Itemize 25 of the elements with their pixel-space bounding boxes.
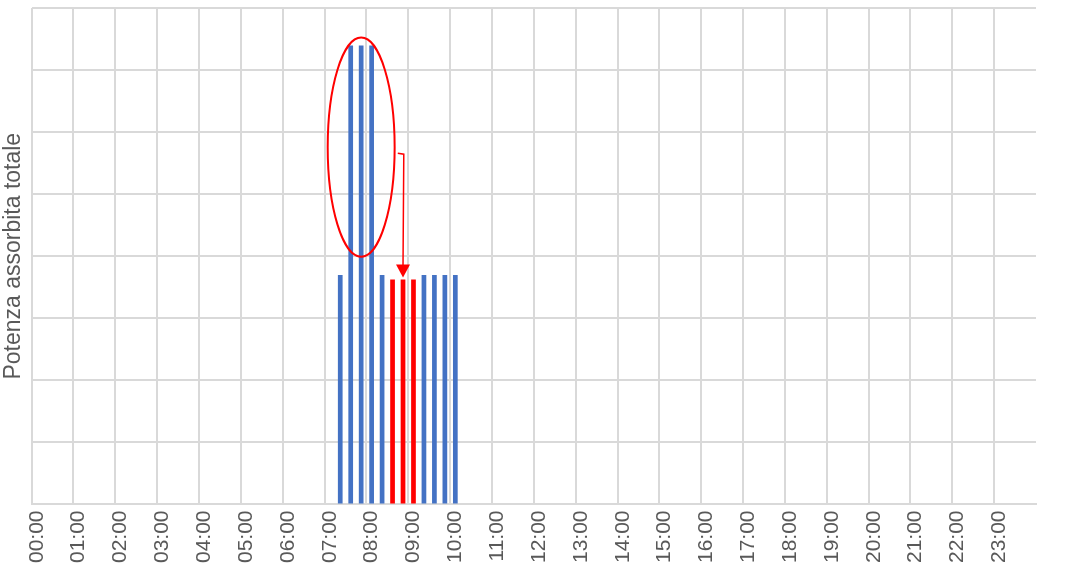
x-tick-label: 15:00 — [651, 510, 675, 564]
x-tick-label: 17:00 — [735, 510, 759, 564]
x-tick-label: 18:00 — [776, 510, 800, 564]
x-tick-label: 10:00 — [442, 510, 466, 564]
x-tick-label: 04:00 — [191, 510, 215, 564]
x-tick-label: 16:00 — [693, 510, 717, 564]
x-tick-label: 14:00 — [609, 510, 633, 564]
x-tick-label: 07:00 — [316, 510, 340, 564]
y-axis-title: Potenza assorbita totale — [0, 132, 26, 380]
x-tick-label: 00:00 — [23, 510, 47, 564]
x-tick-label: 06:00 — [274, 510, 298, 564]
x-tick-label: 09:00 — [400, 510, 424, 564]
x-tick-label: 08:00 — [358, 510, 382, 564]
x-tick-label: 05:00 — [232, 510, 256, 564]
x-tick-label: 20:00 — [860, 510, 884, 564]
x-tick-label: 01:00 — [65, 510, 89, 564]
x-tick-label: 11:00 — [483, 510, 507, 562]
x-tick-label: 22:00 — [944, 510, 968, 564]
x-tick-label: 13:00 — [567, 510, 591, 564]
x-tick-label: 21:00 — [902, 510, 926, 564]
x-tick-label: 12:00 — [525, 510, 549, 564]
x-tick-label: 23:00 — [986, 510, 1010, 564]
x-tick-label: 19:00 — [818, 510, 842, 564]
x-tick-label: 03:00 — [149, 510, 173, 564]
x-tick-label: 02:00 — [107, 510, 131, 564]
